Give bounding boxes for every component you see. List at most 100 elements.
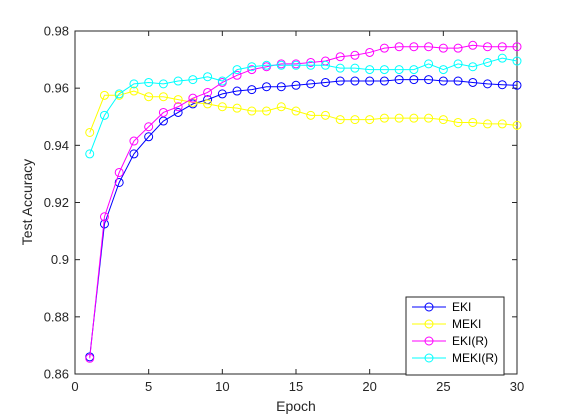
y-tick-label: 0.96 — [44, 81, 69, 96]
data-point — [468, 117, 478, 127]
data-point — [394, 75, 404, 85]
data-point — [350, 76, 360, 86]
data-point — [158, 116, 168, 126]
data-point — [468, 62, 478, 72]
data-point — [276, 102, 286, 112]
data-point — [99, 212, 109, 222]
y-axis-label: Test Accuracy — [19, 159, 35, 245]
series-line — [89, 44, 517, 359]
data-point — [85, 127, 95, 137]
legend-marker — [424, 353, 434, 363]
data-point — [262, 106, 272, 116]
series-eki — [85, 75, 522, 362]
y-tick-label: 0.88 — [44, 309, 69, 324]
axis-ticks: 0 5 10 15 20 25 30 0.86 0.88 0.9 0.92 0.94 0.96 0.98 — [44, 24, 525, 395]
data-point — [114, 89, 124, 99]
data-point — [144, 122, 154, 132]
data-point — [394, 113, 404, 123]
data-point — [129, 79, 139, 89]
data-point — [158, 92, 168, 102]
data-point — [276, 82, 286, 92]
data-point — [483, 42, 493, 52]
data-point — [512, 56, 522, 66]
data-point — [85, 353, 95, 363]
data-point — [438, 115, 448, 125]
data-point — [394, 42, 404, 52]
x-tick-label: 10 — [215, 379, 229, 394]
data-point — [232, 65, 242, 75]
legend-marker — [424, 319, 434, 329]
data-point — [483, 119, 493, 129]
data-point — [262, 82, 272, 92]
data-point — [438, 65, 448, 75]
data-point — [217, 89, 227, 99]
legend-marker — [424, 336, 434, 346]
data-point — [483, 57, 493, 67]
data-point — [512, 42, 522, 52]
data-point — [144, 92, 154, 102]
legend-label: MEKI — [452, 317, 481, 331]
x-tick-label: 25 — [436, 379, 450, 394]
data-point — [99, 90, 109, 100]
data-point — [335, 76, 345, 86]
x-tick-label: 15 — [289, 379, 303, 394]
data-point — [232, 70, 242, 80]
data-point — [335, 63, 345, 73]
x-tick-label: 0 — [71, 379, 78, 394]
data-point — [438, 76, 448, 86]
data-point — [497, 53, 507, 63]
legend-item: MEKI — [412, 317, 481, 331]
data-point — [306, 79, 316, 89]
data-point — [424, 75, 434, 85]
legend-marker — [424, 302, 434, 312]
data-point — [379, 65, 389, 75]
data-point — [379, 113, 389, 123]
data-point — [335, 115, 345, 125]
data-point — [468, 40, 478, 50]
data-point — [306, 110, 316, 120]
data-point — [379, 43, 389, 53]
data-point — [409, 65, 419, 75]
y-tick-label: 0.9 — [51, 252, 69, 267]
data-point — [173, 95, 183, 105]
data-point — [409, 113, 419, 123]
data-point — [468, 77, 478, 87]
legend-label: EKI — [452, 300, 471, 314]
data-point — [247, 65, 257, 75]
data-point — [188, 93, 198, 103]
data-point — [144, 77, 154, 87]
data-point — [365, 47, 375, 57]
series-meki — [85, 86, 522, 137]
data-point — [114, 177, 124, 187]
data-point — [483, 79, 493, 89]
legend-item: MEKI(R) — [412, 351, 498, 365]
data-point — [365, 115, 375, 125]
data-point — [512, 80, 522, 90]
data-point — [114, 167, 124, 177]
data-point — [306, 57, 316, 67]
y-tick-label: 0.94 — [44, 138, 69, 153]
data-point — [350, 115, 360, 125]
x-tick-label: 5 — [145, 379, 152, 394]
data-point — [158, 79, 168, 89]
data-point — [365, 65, 375, 75]
data-point — [188, 75, 198, 85]
data-point — [394, 65, 404, 75]
series-line — [89, 57, 518, 155]
data-point — [438, 43, 448, 53]
data-point — [424, 59, 434, 69]
data-point — [291, 60, 301, 70]
data-point — [291, 106, 301, 116]
series-line — [89, 79, 518, 357]
data-point — [335, 52, 345, 62]
series-meki-r- — [85, 53, 522, 159]
data-point — [320, 110, 330, 120]
data-point — [276, 60, 286, 70]
data-point — [365, 76, 375, 86]
data-point — [424, 113, 434, 123]
y-tick-label: 0.98 — [44, 24, 69, 39]
data-point — [409, 42, 419, 52]
x-axis-label: Epoch — [276, 398, 316, 414]
